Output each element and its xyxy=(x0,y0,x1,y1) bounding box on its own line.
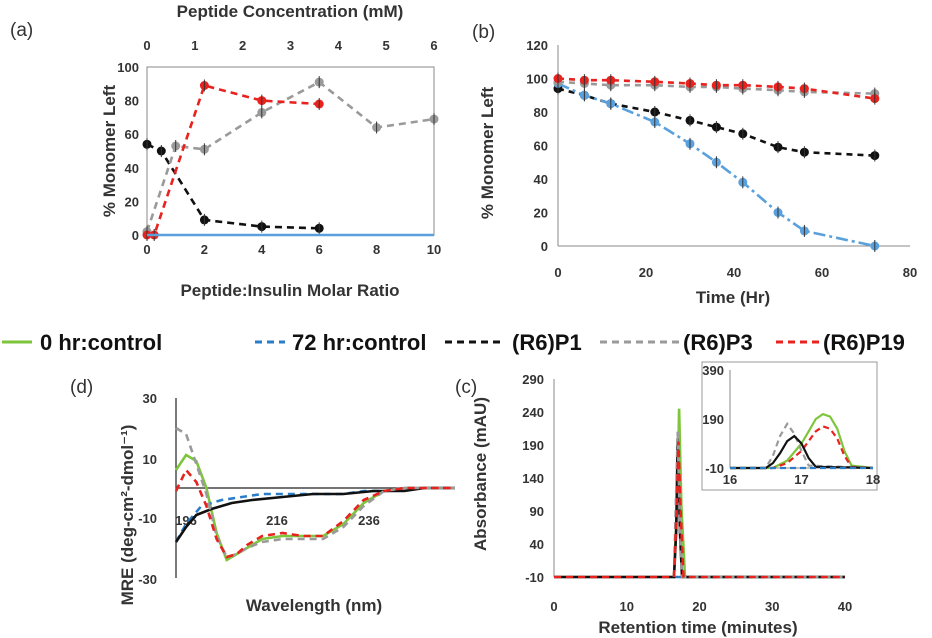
x-tick-label: 8 xyxy=(373,242,380,257)
panel-label: (b) xyxy=(472,22,495,43)
series-line--r6-p3 xyxy=(557,80,875,95)
y-tick-label: 120 xyxy=(526,38,548,53)
x2-tick-label: 0 xyxy=(143,38,150,53)
panel-b: (b) Time (Hr) % Monomer Left 0 20 40 60 80 0 20 40… xyxy=(472,22,917,307)
y-tick-label: 240 xyxy=(522,405,544,420)
series-line--r6-p1 xyxy=(730,434,874,470)
y-tick-label: -10 xyxy=(138,511,157,526)
x-tick-label: 0 xyxy=(143,242,150,257)
inset-x-tick-label: 18 xyxy=(866,472,880,487)
y-tick-label: 60 xyxy=(125,127,139,142)
x-tick-label: 40 xyxy=(838,599,852,614)
series-line--r6-p3 xyxy=(145,80,435,233)
series-line-0-hr-control xyxy=(730,412,874,470)
y-tick-label: 10 xyxy=(143,452,157,467)
y-tick-label: 40 xyxy=(125,161,139,176)
y-tick-label: 90 xyxy=(530,504,544,519)
legend: 0 hr:control 72 hr:control (R6)P1 (R6)P3 (R6… xyxy=(2,330,905,355)
plot-frame xyxy=(146,66,435,236)
series-line--r6-p3 xyxy=(175,426,455,559)
series-line-control xyxy=(557,82,876,248)
x-tick-label: 0 xyxy=(554,265,561,280)
inset-frame xyxy=(701,361,878,491)
panel-label: (c) xyxy=(455,377,477,398)
x-tick-label: 6 xyxy=(316,242,323,257)
x2-tick-label: 5 xyxy=(383,38,390,53)
x-tick-label: 60 xyxy=(815,265,829,280)
x-tick-label: 216 xyxy=(266,513,288,528)
series-line--r6-p1 xyxy=(174,486,455,543)
y-axis-title: MRE (deg-cm²-dmol⁻¹) xyxy=(118,425,137,606)
y-tick-label: 190 xyxy=(522,438,544,453)
series-line--r6-p19 xyxy=(174,467,455,559)
panel-label: (a) xyxy=(10,20,33,41)
x-tick-label: 40 xyxy=(727,265,741,280)
x-tick-label: 2 xyxy=(201,242,208,257)
y-tick-label: -30 xyxy=(138,572,157,587)
x2-tick-label: 1 xyxy=(191,38,198,53)
series-line--r6-p1 xyxy=(146,143,320,230)
legend-label: (R6)P19 xyxy=(823,330,905,355)
x-axis-title: Wavelength (nm) xyxy=(246,596,382,615)
y-axis-title: Absorbance (mAU) xyxy=(471,397,490,551)
series-line--r6-p19 xyxy=(730,425,874,470)
y-tick-label: 0 xyxy=(541,239,548,254)
y-tick-label: 100 xyxy=(117,60,139,75)
panel-label: (d) xyxy=(70,377,93,398)
legend-label: 72 hr:control xyxy=(292,330,426,355)
x-axis-title: Retention time (minutes) xyxy=(598,618,797,637)
y-tick-label: 20 xyxy=(534,206,548,221)
x-tick-label: 30 xyxy=(765,599,779,614)
inset-x-tick-label: 16 xyxy=(723,472,737,487)
series-line--r6-p19 xyxy=(147,83,320,237)
x-tick-label: 80 xyxy=(903,265,917,280)
x-axis-title: Time (Hr) xyxy=(696,288,770,307)
inset-y-tick-label: 190 xyxy=(702,412,724,427)
y-tick-label: -10 xyxy=(525,570,544,585)
x-tick-label: 20 xyxy=(692,599,706,614)
y-tick-label: 40 xyxy=(534,172,548,187)
inset-x-tick-label: 17 xyxy=(794,472,808,487)
legend-label: 0 hr:control xyxy=(40,330,162,355)
series-line--r6-p19 xyxy=(557,77,875,100)
x-tick-label: 20 xyxy=(639,265,653,280)
y-tick-label: 80 xyxy=(125,94,139,109)
y-tick-label: 140 xyxy=(522,471,544,486)
x2-tick-label: 4 xyxy=(335,38,343,53)
y-axis-title: % Monomer Left xyxy=(478,87,497,220)
legend-label: (R6)P1 xyxy=(512,330,582,355)
y-tick-label: 290 xyxy=(522,372,544,387)
x-tick-label: 10 xyxy=(620,599,634,614)
legend-label: (R6)P3 xyxy=(683,330,753,355)
x-tick-label: 236 xyxy=(358,513,380,528)
series-line--r6-p19 xyxy=(554,441,845,579)
y-axis-title: % Monomer Left xyxy=(100,85,119,218)
x-tick-label: 0 xyxy=(550,599,557,614)
x-tick-label: 4 xyxy=(258,242,266,257)
series-line--r6-p3 xyxy=(730,421,874,470)
x2-tick-label: 6 xyxy=(430,38,437,53)
panel-c: (c) Retention time (minutes) Absorbance (m… xyxy=(455,361,880,637)
panel-a: (a) Peptide Concentration (mM) Peptide:Ins… xyxy=(10,2,441,300)
inset-y-tick-label: 390 xyxy=(702,363,724,378)
x-tick-label: 10 xyxy=(427,242,441,257)
x-axis-title: Peptide:Insulin Molar Ratio xyxy=(180,281,399,300)
inset-y-tick-label: -10 xyxy=(705,461,724,476)
y-tick-label: 0 xyxy=(132,228,139,243)
panel-d: (d)Wavelength (nm)MRE (deg-cm²-dmol⁻¹) 19… xyxy=(70,377,455,615)
x2-tick-label: 3 xyxy=(287,38,294,53)
x2-axis-title: Peptide Concentration (mM) xyxy=(177,2,404,21)
y-tick-label: 30 xyxy=(143,391,157,406)
y-tick-label: 60 xyxy=(534,139,548,154)
y-tick-label: 80 xyxy=(534,105,548,120)
y-tick-label: 40 xyxy=(530,537,544,552)
y-tick-label: 100 xyxy=(526,72,548,87)
x2-tick-label: 2 xyxy=(239,38,246,53)
y-tick-label: 20 xyxy=(125,194,139,209)
